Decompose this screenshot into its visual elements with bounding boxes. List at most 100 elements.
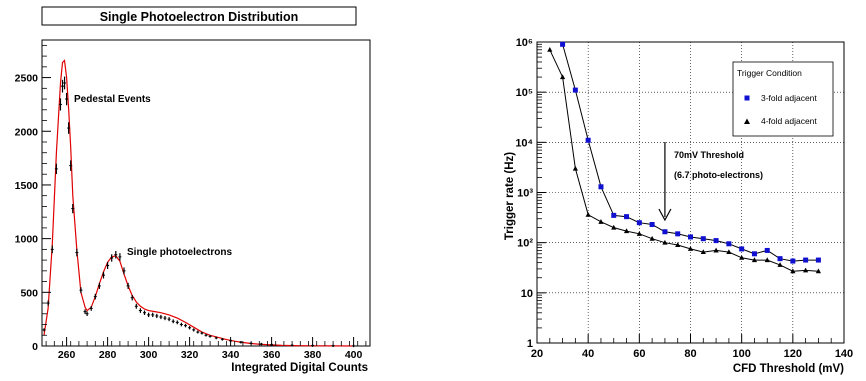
point-3-fold xyxy=(803,257,809,263)
data-point xyxy=(134,303,138,309)
left-y-tick-label: 500 xyxy=(20,287,38,299)
data-point xyxy=(114,250,118,259)
data-point xyxy=(138,308,142,313)
data-point xyxy=(220,338,224,341)
left-plot-frame xyxy=(41,39,371,347)
data-point xyxy=(63,76,67,90)
right-marks xyxy=(547,41,822,274)
point-4-fold xyxy=(790,268,796,274)
data-point xyxy=(50,245,54,254)
point-4-fold xyxy=(777,262,783,267)
data-point xyxy=(46,300,50,306)
point-4-fold xyxy=(572,165,578,171)
right-y-tick-label: 10³ xyxy=(517,188,533,200)
right-axes: 20 40 60 80 100 120 140 1 10 10² 10³ 10⁴ 10⁵ 10⁶ xyxy=(515,37,853,360)
point-3-fold xyxy=(751,251,757,257)
right-y-tick-label: 10⁶ xyxy=(516,37,533,49)
left-axes: 260 280 300 320 340 360 380 400 0 500 1000 1500 2000… xyxy=(15,44,367,361)
right-y-tick-label: 10⁴ xyxy=(515,137,533,149)
left-chart: Single Photoelectron Distribution 260 280… xyxy=(15,6,371,374)
data-point xyxy=(65,92,69,106)
right-x-tick-label: 40 xyxy=(582,348,594,360)
left-x-tick-label: 320 xyxy=(181,349,199,361)
data-point xyxy=(93,293,97,300)
point-3-fold xyxy=(636,220,642,226)
data-point xyxy=(155,313,159,319)
left-y-tick-label: 0 xyxy=(32,341,38,353)
data-point xyxy=(159,314,163,320)
point-3-fold xyxy=(611,212,617,218)
left-x-tick-label: 360 xyxy=(263,349,281,361)
left-x-tick-label: 380 xyxy=(304,349,322,361)
point-4-fold xyxy=(764,257,770,263)
data-point xyxy=(54,163,58,175)
data-point xyxy=(151,312,155,318)
left-marks xyxy=(42,59,356,348)
point-4-fold xyxy=(687,246,694,251)
point-4-fold xyxy=(559,74,566,80)
data-point xyxy=(179,322,183,327)
data-point xyxy=(200,331,204,335)
left-chart-title: Single Photoelectron Distribution xyxy=(100,10,299,24)
right-x-tick-label: 80 xyxy=(684,348,696,360)
legend: Trigger Condition 3-fold adjacent 4-fold… xyxy=(732,61,834,137)
point-3-fold xyxy=(739,246,745,252)
data-point xyxy=(42,328,46,332)
point-3-fold xyxy=(688,234,693,240)
data-point xyxy=(110,254,114,262)
point-4-fold xyxy=(803,267,809,273)
point-3-fold xyxy=(624,214,630,220)
annotation-single-photoelectrons: Single photoelectrons xyxy=(127,247,232,258)
left-x-axis-label: Integrated Digital Counts xyxy=(231,362,368,374)
data-point xyxy=(196,330,200,334)
right-x-tick-label: 140 xyxy=(835,348,853,360)
left-y-tick-label: 1500 xyxy=(15,180,39,192)
data-point xyxy=(214,336,218,340)
point-4-fold xyxy=(739,254,745,260)
point-4-fold xyxy=(585,211,591,217)
left-y-tick-label: 1000 xyxy=(15,234,39,246)
data-point xyxy=(259,342,263,346)
legend-title: Trigger Condition xyxy=(737,68,802,78)
data-point xyxy=(61,79,64,93)
point-3-fold xyxy=(675,231,681,237)
point-4-fold xyxy=(547,46,553,52)
data-point xyxy=(171,319,175,324)
point-4-fold xyxy=(675,242,681,247)
right-y-tick-label: 10⁵ xyxy=(516,87,533,99)
left-x-tick-label: 280 xyxy=(99,349,117,361)
point-3-fold xyxy=(662,229,668,235)
point-3-fold xyxy=(572,87,578,93)
data-point xyxy=(130,294,134,301)
data-point xyxy=(97,282,101,289)
legend-label-3-fold: 3-fold adjacent xyxy=(761,93,817,103)
data-point xyxy=(85,311,89,317)
data-point xyxy=(89,306,93,311)
point-4-fold xyxy=(726,249,732,255)
data-point xyxy=(143,310,146,315)
point-3-fold xyxy=(815,257,821,263)
point-3-fold xyxy=(649,222,655,228)
left-title-box xyxy=(41,6,357,26)
right-x-tick-label: 100 xyxy=(732,348,750,360)
data-point xyxy=(163,316,167,321)
right-x-tick-label: 120 xyxy=(784,348,802,360)
annotation-photo-electrons: (6.7 photo-electrons) xyxy=(674,170,763,180)
data-point xyxy=(67,122,71,134)
annotation-threshold: 70mV Threshold xyxy=(674,150,744,160)
point-3-fold xyxy=(726,241,732,247)
right-x-tick-label: 60 xyxy=(633,348,645,360)
point-4-fold xyxy=(815,268,822,274)
right-y-tick-label: 10 xyxy=(521,288,533,300)
point-4-fold xyxy=(700,249,706,255)
point-4-fold xyxy=(623,228,630,234)
left-y-tick-label: 2500 xyxy=(15,73,39,85)
data-point xyxy=(102,271,105,279)
data-point xyxy=(83,309,87,314)
arrow-head xyxy=(658,208,672,222)
left-y-tick-label: 2000 xyxy=(15,126,39,138)
left-x-tick-label: 260 xyxy=(58,349,76,361)
left-x-tick-label: 340 xyxy=(222,349,240,361)
right-chart: 20 40 60 80 100 120 140 1 10 10² 10³ 10⁴ 10⁵ 10⁶ CFD … xyxy=(504,37,853,375)
